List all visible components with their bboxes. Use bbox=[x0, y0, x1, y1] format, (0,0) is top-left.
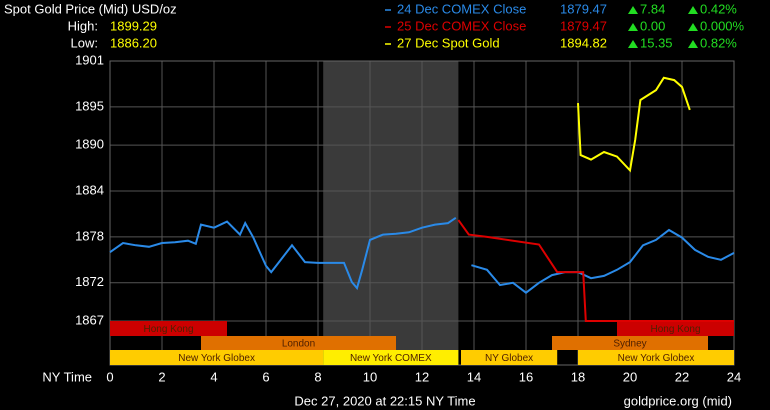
y-tick-label: 1884 bbox=[75, 182, 104, 197]
legend-change-pct: 0.82% bbox=[700, 35, 737, 50]
legend-price: 1879.47 bbox=[560, 1, 607, 16]
up-arrow bbox=[688, 40, 698, 48]
x-tick-label: 2 bbox=[158, 369, 165, 384]
session-shade bbox=[323, 61, 459, 365]
low-value: 1886.20 bbox=[110, 35, 157, 50]
session-bar bbox=[110, 321, 227, 336]
y-tick-label: 1901 bbox=[75, 52, 104, 67]
legend-price: 1894.82 bbox=[560, 35, 607, 50]
legend-change: 7.84 bbox=[640, 1, 665, 16]
x-tick-label: 8 bbox=[314, 369, 321, 384]
session-bar bbox=[110, 350, 324, 365]
session-bar bbox=[578, 350, 734, 365]
x-tick-label: 18 bbox=[571, 369, 585, 384]
y-tick-label: 1895 bbox=[75, 98, 104, 113]
y-tick-label: 1890 bbox=[75, 137, 104, 152]
session-label: New York Globex bbox=[178, 353, 255, 364]
y-tick-label: 1872 bbox=[75, 274, 104, 289]
series-line bbox=[457, 219, 734, 322]
legend-price: 1879.47 bbox=[560, 18, 607, 33]
up-arrow bbox=[688, 6, 698, 14]
legend-change: 15.35 bbox=[640, 35, 673, 50]
session-bar bbox=[201, 336, 396, 350]
x-tick-label: 10 bbox=[363, 369, 377, 384]
session-label: New York COMEX bbox=[350, 353, 432, 364]
source: goldprice.org (mid) bbox=[624, 393, 732, 408]
legend-label: 25 Dec COMEX Close bbox=[397, 18, 526, 33]
x-tick-label: 24 bbox=[727, 369, 741, 384]
chart-title: Spot Gold Price (Mid) USD/oz bbox=[4, 1, 177, 16]
legend-label: 24 Dec COMEX Close bbox=[397, 1, 526, 16]
legend-change-pct: 0.000% bbox=[700, 18, 745, 33]
high-value: 1899.29 bbox=[110, 18, 157, 33]
session-bar bbox=[617, 321, 734, 336]
footer: Dec 27, 2020 at 22:15 NY Time bbox=[294, 393, 475, 408]
x-tick-label: 6 bbox=[262, 369, 269, 384]
session-label: Sydney bbox=[613, 339, 646, 350]
x-tick-label: 4 bbox=[210, 369, 217, 384]
session-bar bbox=[323, 350, 459, 365]
session-label: NY Globex bbox=[485, 353, 533, 364]
series-line bbox=[109, 216, 735, 294]
up-arrow bbox=[628, 6, 638, 14]
up-arrow bbox=[628, 23, 638, 31]
up-arrow bbox=[688, 23, 698, 31]
legend-label: 27 Dec Spot Gold bbox=[397, 35, 500, 50]
x-tick-label: 22 bbox=[675, 369, 689, 384]
legend-change-pct: 0.42% bbox=[700, 1, 737, 16]
legend-change: 0.00 bbox=[640, 18, 665, 33]
high-label: High: bbox=[68, 18, 98, 33]
y-tick-label: 1867 bbox=[75, 312, 104, 327]
x-tick-label: 12 bbox=[415, 369, 429, 384]
x-axis-label: NY Time bbox=[42, 369, 92, 384]
x-tick-label: 0 bbox=[106, 369, 113, 384]
x-tick-label: 14 bbox=[467, 369, 481, 384]
session-label: Hong Kong bbox=[143, 324, 193, 335]
low-label: Low: bbox=[71, 35, 98, 50]
session-label: London bbox=[282, 339, 315, 350]
x-tick-label: 20 bbox=[623, 369, 637, 384]
series-line bbox=[577, 76, 691, 173]
session-bar bbox=[461, 350, 558, 365]
session-label: Hong Kong bbox=[650, 324, 700, 335]
session-label: New York Globex bbox=[618, 353, 695, 364]
x-tick-label: 16 bbox=[519, 369, 533, 384]
y-tick-label: 1878 bbox=[75, 228, 104, 243]
up-arrow bbox=[628, 40, 638, 48]
session-bar bbox=[552, 336, 708, 350]
